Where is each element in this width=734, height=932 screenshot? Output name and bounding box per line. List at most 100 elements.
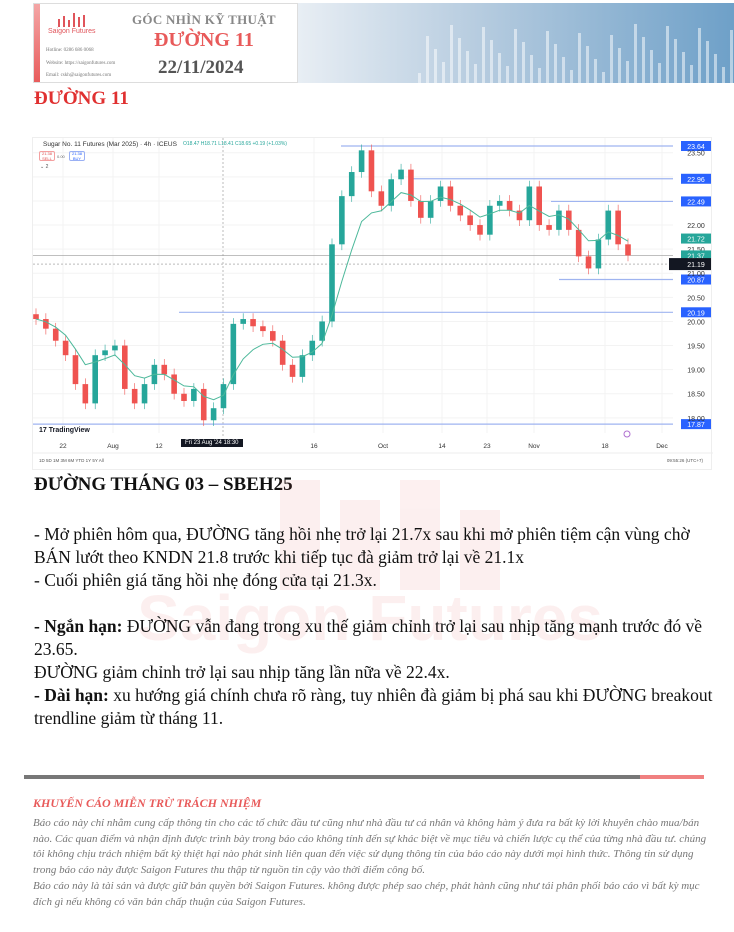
candle-body xyxy=(585,256,592,269)
level-label-bg xyxy=(681,141,711,151)
banner-bar xyxy=(666,26,669,83)
indicator-toggle[interactable]: ⌄ 2 xyxy=(40,164,49,170)
y-tick-label: 20.00 xyxy=(687,319,705,326)
banner-bar xyxy=(538,68,541,83)
candle-body xyxy=(52,328,59,341)
candle-body xyxy=(437,186,444,201)
candle-body xyxy=(141,384,148,404)
banner-bar xyxy=(562,57,565,83)
candle-body xyxy=(556,210,562,230)
banner-bar xyxy=(450,25,453,83)
event-marker-icon xyxy=(623,430,631,438)
banner-bar xyxy=(442,62,445,83)
candle-body xyxy=(339,196,345,245)
banner-bar xyxy=(634,24,637,83)
candle-body xyxy=(447,186,454,206)
buy-button[interactable]: 21.38 BUY xyxy=(69,151,85,161)
x-tick-label: Aug xyxy=(107,443,119,450)
level-label: 20.87 xyxy=(687,278,705,285)
x-tick-label: 23 xyxy=(483,443,491,450)
indicator-count: 2 xyxy=(45,164,49,170)
candle-body xyxy=(289,364,296,377)
candle-body xyxy=(526,186,533,221)
banner-bar xyxy=(674,39,677,83)
saigon-futures-logo-icon xyxy=(58,13,85,27)
y-tick-label: 18.00 xyxy=(687,416,705,423)
banner-bar xyxy=(522,42,525,83)
tradingview-logo: 17 TradingView xyxy=(39,427,90,434)
crosshair-price-bg xyxy=(669,258,711,271)
x-tick-label: 16 xyxy=(310,443,318,450)
candle-body xyxy=(230,323,237,385)
price-label: 21.72 xyxy=(687,237,705,244)
chart-title: Sugar No. 11 Futures (Mar 2025) · 4h · I… xyxy=(43,141,177,148)
level-label: 20.19 xyxy=(687,310,705,317)
x-tick-label: 22 xyxy=(59,443,67,450)
paragraph-4: ĐƯỜNG giảm chỉnh trở lại sau nhịp tăng l… xyxy=(34,662,450,682)
analysis-text: - Mở phiên hôm qua, ĐƯỜNG tăng hồi nhẹ t… xyxy=(34,523,714,730)
banner-title: GÓC NHÌN KỸ THUẬT xyxy=(132,12,276,27)
level-label: 17.87 xyxy=(687,422,705,429)
candle-body xyxy=(408,169,414,201)
candle-body xyxy=(161,364,168,375)
banner-bar xyxy=(578,33,581,83)
banner-bar xyxy=(498,53,501,83)
crosshair-time-label: Fri 23 Aug '24 18:30 xyxy=(181,439,243,447)
price-chart[interactable]: 23.64 22.96 22.49 20.87 20.19 17.87 23.50 22.00… xyxy=(32,137,713,471)
website-link[interactable]: Website: https://saigonfutures.com xyxy=(46,61,116,66)
candle-body xyxy=(378,191,385,206)
candle-body xyxy=(457,205,464,216)
y-tick-label: 19.50 xyxy=(687,344,705,351)
candle-body xyxy=(358,150,365,173)
banner-bar xyxy=(682,52,685,83)
banner-bar xyxy=(570,70,573,83)
email-link[interactable]: Email: cskh@saigonfutures.com xyxy=(46,73,112,78)
long-term-label: - Dài hạn: xyxy=(34,685,109,705)
banner-subtitle: ĐƯỜNG 11 xyxy=(154,29,254,51)
candle-body xyxy=(427,200,434,218)
banner-bar xyxy=(698,28,701,83)
candle-body xyxy=(388,179,394,206)
sell-price: 21.38 xyxy=(41,151,52,156)
banner-bar xyxy=(714,54,717,83)
divider xyxy=(24,775,704,779)
page-heading: ĐƯỜNG 11 xyxy=(34,88,129,109)
section-title: ĐƯỜNG THÁNG 03 – SBEH25 xyxy=(34,474,293,495)
candle-body xyxy=(309,340,316,356)
candle-body xyxy=(605,210,612,240)
buy-label: BUY xyxy=(72,155,82,161)
banner-bar xyxy=(514,29,517,83)
candle-body xyxy=(595,239,602,269)
candle-body xyxy=(191,388,197,401)
banner-bar xyxy=(418,73,421,83)
report-banner: Saigon Futures Hotline: 0286 686 0068 We… xyxy=(33,3,298,83)
sell-label: SELL xyxy=(42,155,52,161)
price-label-bg xyxy=(681,233,711,244)
candle-body xyxy=(220,384,227,409)
candle-body xyxy=(299,355,306,377)
ohlc-readout: O18.47 H18.71 L18.41 C18.65 +0.19 (+1.03… xyxy=(183,141,287,147)
x-tick-label: 12 xyxy=(155,443,163,450)
candle-body xyxy=(536,186,542,226)
short-term-text: ĐƯỜNG vẫn đang trong xu thế giảm chỉnh t… xyxy=(34,616,703,659)
banner-bar xyxy=(434,49,437,83)
banner-bar xyxy=(586,46,589,83)
banner-background xyxy=(298,3,734,83)
x-tick-label: Dec xyxy=(656,443,668,450)
price-label: 21.37 xyxy=(687,253,705,260)
spread: 0.00 xyxy=(57,154,65,159)
banner-bar xyxy=(650,50,653,83)
banner-bar xyxy=(610,35,613,83)
candle-body xyxy=(368,150,375,192)
banner-bar xyxy=(458,38,461,83)
chart-canvas[interactable]: 23.64 22.96 22.49 20.87 20.19 17.87 23.50 22.00… xyxy=(33,138,713,471)
sell-button[interactable]: 21.38 SELL xyxy=(39,151,55,161)
level-label-bg xyxy=(681,307,711,318)
level-label-bg xyxy=(681,196,711,207)
candle-body xyxy=(82,384,89,404)
banner-bar xyxy=(642,37,645,83)
banner-bar xyxy=(490,40,493,83)
range-buttons[interactable]: 1D 5D 1M 3M 6M YTD 1Y 5Y All xyxy=(39,458,104,463)
banner-bar xyxy=(618,48,621,83)
candle-body xyxy=(496,200,503,206)
